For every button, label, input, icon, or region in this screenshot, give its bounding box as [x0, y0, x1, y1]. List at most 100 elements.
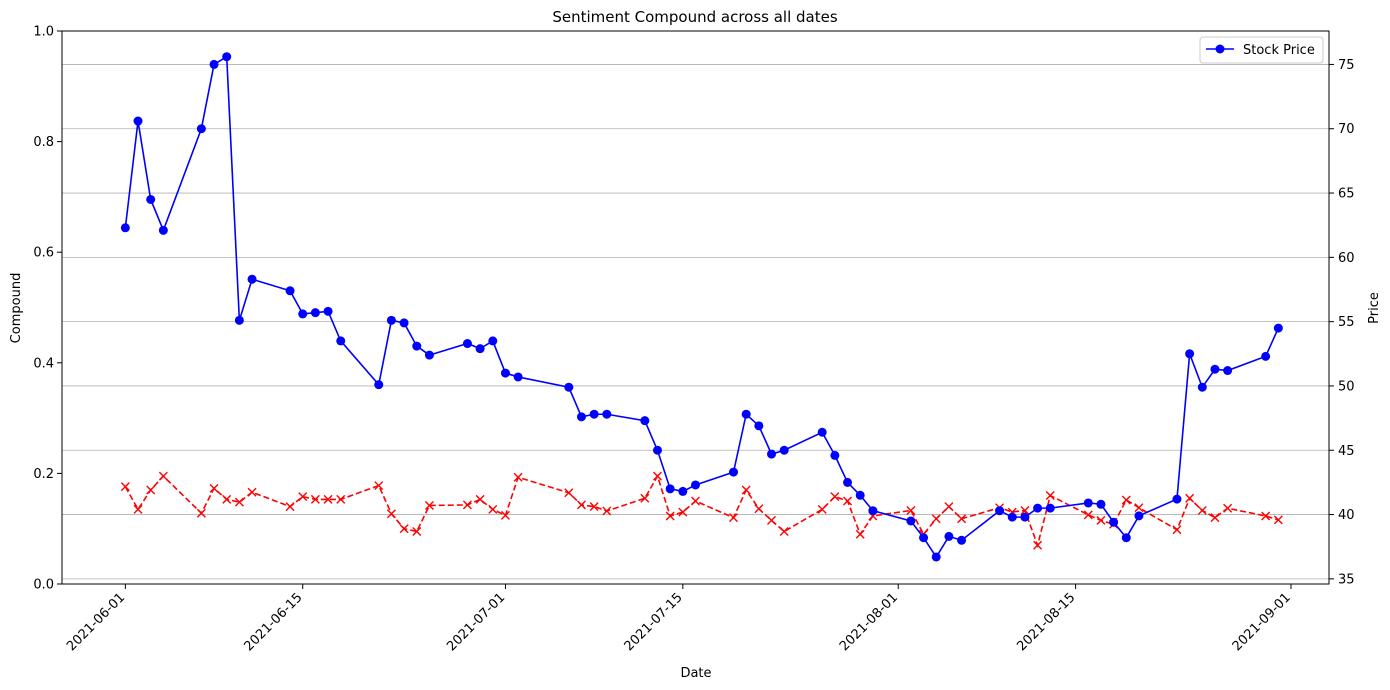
compound-point	[1083, 510, 1093, 520]
stock-price-point	[691, 480, 700, 490]
compound-point	[209, 483, 219, 493]
x-tick-label: 2021-08-15	[1014, 590, 1078, 654]
compound-point	[374, 481, 384, 491]
compound-point	[906, 505, 916, 515]
compound-point	[310, 494, 320, 504]
stock-price-point	[1007, 512, 1017, 522]
stock-price-point	[602, 409, 612, 419]
compound-point	[1185, 493, 1195, 503]
stock-price-point	[386, 315, 396, 325]
y-left-tick-label: 0.6	[33, 246, 54, 261]
compound-point	[1020, 505, 1030, 515]
y-right-tick-label: 70	[1338, 122, 1355, 137]
x-tick-label: 2021-09-01	[1230, 590, 1294, 654]
stock-price-point	[830, 450, 840, 460]
stock-price-point	[995, 506, 1005, 516]
compound-point	[285, 502, 295, 512]
stock-price-point	[120, 223, 130, 233]
compound-point	[576, 500, 586, 510]
compound-point	[247, 487, 257, 497]
compound-point	[652, 471, 662, 481]
stock-price-point	[462, 339, 472, 349]
stock-price-point	[1185, 349, 1195, 359]
compound-point	[754, 504, 764, 514]
stock-price-point	[1020, 512, 1030, 522]
compound-point	[158, 471, 168, 481]
compound-point	[1134, 503, 1144, 513]
stock-price-point	[133, 116, 143, 126]
compound-point	[424, 500, 434, 510]
stock-price-point	[754, 421, 764, 431]
compound-point	[1223, 503, 1233, 513]
stock-price-point	[868, 506, 878, 516]
compound-point	[298, 492, 308, 502]
y-right-tick-label: 45	[1338, 444, 1355, 459]
compound-point	[1261, 511, 1271, 521]
y-left-tick-label: 0.0	[33, 578, 54, 593]
compound-point	[412, 526, 422, 536]
compound-point	[323, 494, 333, 504]
compound-point	[146, 485, 156, 495]
legend: Stock Price	[1199, 36, 1324, 64]
compound-point	[336, 494, 346, 504]
stock-price-point	[944, 531, 954, 541]
stock-price-point	[298, 309, 308, 319]
compound-point	[1096, 515, 1106, 525]
legend-box	[1199, 36, 1324, 64]
compound-point	[1121, 495, 1131, 505]
x-tick-label: 2021-06-01	[64, 590, 128, 654]
stock-price-point	[843, 477, 853, 487]
x-axis: 2021-06-01 2021-06-15 2021-07-01 2021-07-15…	[64, 584, 1294, 654]
stock-price-point	[513, 372, 523, 382]
stock-price-point	[1261, 351, 1271, 361]
stock-price-point	[817, 427, 827, 437]
compound-point	[741, 485, 751, 495]
compound-point	[665, 511, 675, 521]
stock-price-point	[1273, 323, 1283, 333]
y-right-tick-label: 50	[1338, 379, 1355, 394]
stock-price-point	[285, 286, 295, 296]
stock-price-series	[120, 52, 1283, 562]
compound-point	[640, 493, 650, 503]
compound-point	[196, 508, 206, 518]
compound-point	[133, 504, 143, 514]
y-right-tick-label: 65	[1338, 187, 1355, 202]
stock-price-point	[665, 484, 675, 494]
stock-price-point	[323, 306, 333, 316]
y-right-tick-label: 35	[1338, 572, 1355, 587]
stock-price-point	[500, 368, 510, 378]
compound-point	[475, 494, 485, 504]
plot-frame	[61, 30, 1330, 585]
stock-price-point	[1109, 517, 1119, 527]
stock-price-point	[1083, 498, 1093, 508]
compound-point	[1172, 525, 1182, 535]
y-left-tick-label: 0.8	[33, 135, 54, 150]
compound-point	[767, 515, 777, 525]
compound-point	[222, 494, 232, 504]
y-axis-right-label: Price	[1367, 292, 1382, 324]
compound-point	[931, 514, 941, 524]
y-left-tick-label: 0.2	[33, 467, 54, 482]
stock-price-point	[741, 409, 751, 419]
compound-point	[500, 510, 510, 520]
y-right-tick-label: 40	[1338, 508, 1355, 523]
plot-area	[62, 31, 1329, 584]
stock-price-point	[767, 449, 777, 459]
stock-price-point	[234, 315, 244, 325]
stock-price-point	[1197, 382, 1207, 392]
y-axis-left-label: Compound	[9, 273, 24, 344]
compound-point	[855, 529, 865, 539]
compound-point	[602, 506, 612, 516]
compound-point	[488, 504, 498, 514]
y-right-tick-label: 55	[1338, 315, 1355, 330]
stock-price-point	[399, 318, 409, 328]
stock-price-point	[576, 412, 586, 422]
x-tick-label: 2021-07-01	[444, 590, 508, 654]
stock-price-point	[1121, 533, 1131, 543]
stock-price-point	[488, 336, 498, 346]
stock-price-point	[729, 467, 739, 477]
x-tick-label: 2021-08-01	[837, 590, 901, 654]
stock-price-point	[209, 59, 219, 69]
stock-price-point	[146, 194, 156, 204]
stock-price-point	[336, 336, 346, 346]
